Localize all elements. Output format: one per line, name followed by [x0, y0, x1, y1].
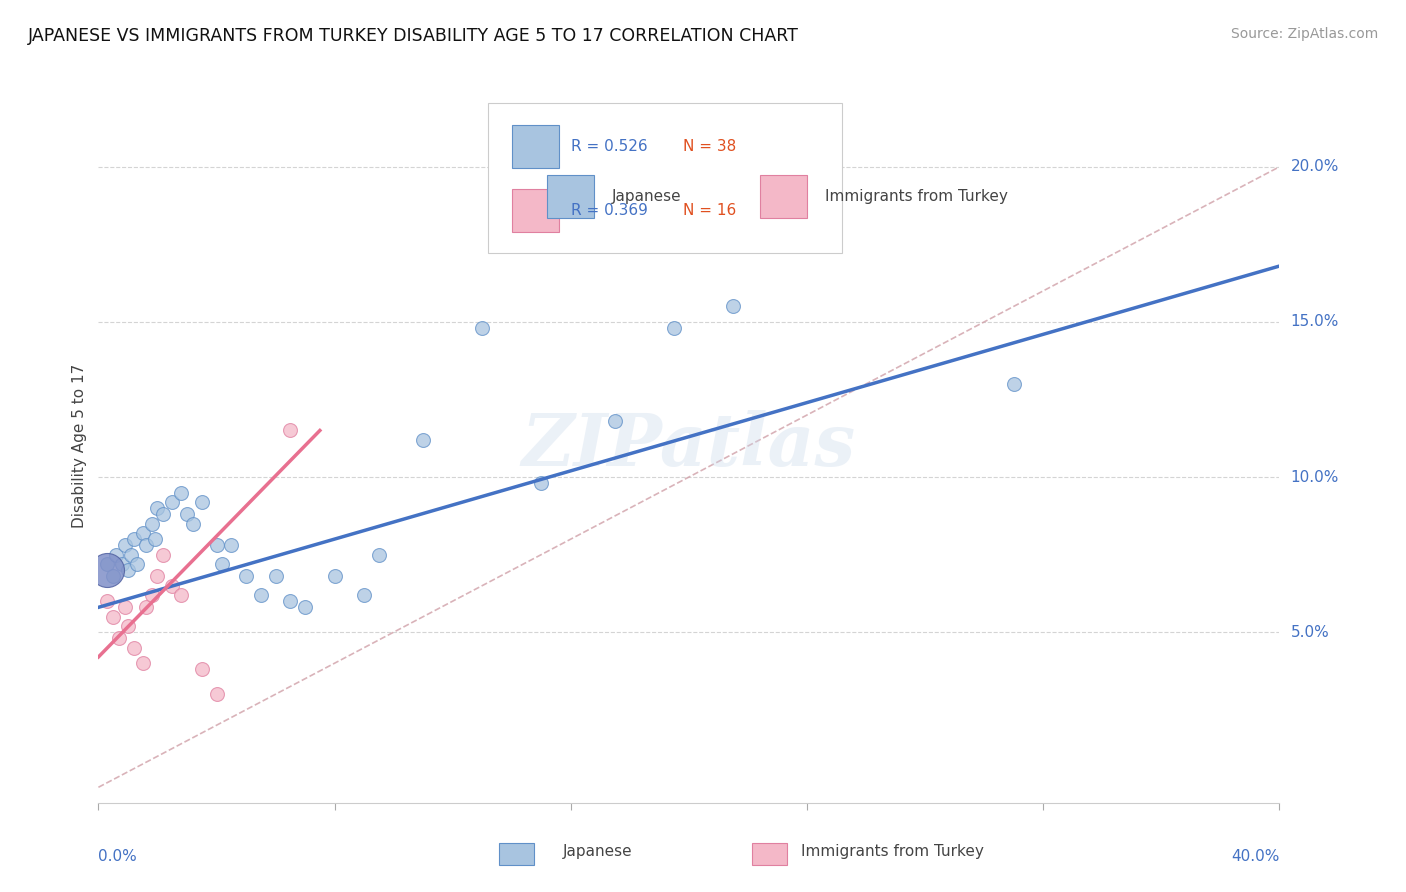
- Point: [1002, 376, 1025, 391]
- Point: [723, 299, 745, 313]
- Text: N = 38: N = 38: [683, 139, 737, 153]
- Point: [176, 508, 198, 522]
- Point: [141, 588, 163, 602]
- Text: 0.0%: 0.0%: [98, 849, 138, 864]
- Point: [221, 538, 243, 552]
- Point: [664, 321, 686, 335]
- Text: Immigrants from Turkey: Immigrants from Turkey: [825, 189, 1008, 203]
- Point: [605, 414, 627, 428]
- Point: [105, 548, 128, 562]
- Bar: [512, 125, 560, 168]
- Text: 5.0%: 5.0%: [1291, 624, 1329, 640]
- Bar: [547, 175, 595, 218]
- Point: [103, 609, 125, 624]
- Text: ZIPatlas: ZIPatlas: [522, 410, 856, 482]
- Point: [205, 687, 228, 701]
- Point: [141, 516, 163, 531]
- Point: [143, 532, 166, 546]
- Point: [264, 569, 287, 583]
- Text: 10.0%: 10.0%: [1291, 469, 1339, 484]
- Point: [122, 640, 145, 655]
- Point: [103, 569, 125, 583]
- Point: [211, 557, 233, 571]
- Point: [368, 548, 391, 562]
- Point: [280, 594, 302, 608]
- Point: [235, 569, 257, 583]
- Point: [125, 557, 148, 571]
- Point: [135, 600, 157, 615]
- Point: [132, 525, 155, 540]
- Point: [152, 508, 174, 522]
- Point: [162, 495, 183, 509]
- Point: [152, 548, 174, 562]
- Bar: [512, 189, 560, 232]
- Point: [471, 321, 494, 335]
- Point: [353, 588, 375, 602]
- Text: Source: ZipAtlas.com: Source: ZipAtlas.com: [1230, 27, 1378, 41]
- Point: [96, 563, 118, 577]
- Text: N = 16: N = 16: [683, 203, 737, 218]
- Point: [132, 656, 155, 670]
- Point: [96, 594, 118, 608]
- Text: Japanese: Japanese: [612, 189, 682, 203]
- Point: [250, 588, 273, 602]
- Text: Japanese: Japanese: [562, 845, 633, 859]
- Point: [280, 424, 302, 438]
- Point: [146, 501, 169, 516]
- Point: [323, 569, 346, 583]
- Point: [117, 563, 139, 577]
- Y-axis label: Disability Age 5 to 17: Disability Age 5 to 17: [72, 364, 87, 528]
- Point: [114, 538, 136, 552]
- FancyBboxPatch shape: [488, 103, 842, 253]
- Point: [111, 557, 134, 571]
- Point: [162, 579, 183, 593]
- Point: [122, 532, 145, 546]
- Point: [191, 495, 214, 509]
- Text: 15.0%: 15.0%: [1291, 314, 1339, 329]
- Point: [96, 557, 118, 571]
- Text: JAPANESE VS IMMIGRANTS FROM TURKEY DISABILITY AGE 5 TO 17 CORRELATION CHART: JAPANESE VS IMMIGRANTS FROM TURKEY DISAB…: [28, 27, 799, 45]
- Point: [191, 662, 214, 676]
- Point: [117, 619, 139, 633]
- Point: [530, 476, 553, 491]
- Point: [170, 588, 193, 602]
- Point: [146, 569, 169, 583]
- Text: 20.0%: 20.0%: [1291, 160, 1339, 174]
- Text: R = 0.369: R = 0.369: [571, 203, 648, 218]
- Point: [294, 600, 316, 615]
- Text: R = 0.526: R = 0.526: [571, 139, 647, 153]
- Point: [205, 538, 228, 552]
- Point: [135, 538, 157, 552]
- Point: [412, 433, 434, 447]
- Point: [170, 485, 193, 500]
- Point: [108, 632, 131, 646]
- Text: 40.0%: 40.0%: [1232, 849, 1279, 864]
- Point: [120, 548, 142, 562]
- Text: Immigrants from Turkey: Immigrants from Turkey: [801, 845, 984, 859]
- Bar: [759, 175, 807, 218]
- Point: [181, 516, 204, 531]
- Point: [114, 600, 136, 615]
